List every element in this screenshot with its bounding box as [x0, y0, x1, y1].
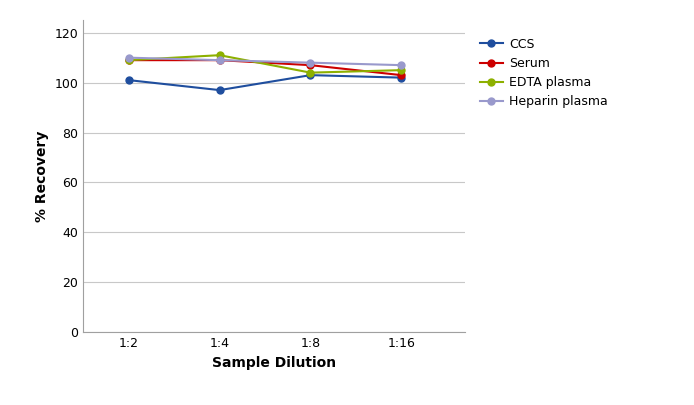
X-axis label: Sample Dilution: Sample Dilution — [212, 356, 336, 369]
EDTA plasma — [215, 53, 223, 58]
Line: Heparin plasma: Heparin plasma — [125, 54, 405, 68]
CCS — [397, 75, 405, 80]
Legend: CCS, Serum, EDTA plasma, Heparin plasma: CCS, Serum, EDTA plasma, Heparin plasma — [475, 33, 613, 113]
Line: CCS: CCS — [125, 72, 405, 94]
Serum — [124, 58, 133, 63]
EDTA plasma — [124, 58, 133, 63]
CCS — [306, 73, 314, 78]
Heparin plasma — [215, 58, 223, 63]
CCS — [124, 78, 133, 83]
Serum — [306, 63, 314, 68]
Serum — [397, 73, 405, 78]
EDTA plasma — [397, 68, 405, 72]
Y-axis label: % Recovery: % Recovery — [35, 130, 49, 222]
Heparin plasma — [397, 63, 405, 68]
Line: EDTA plasma: EDTA plasma — [125, 52, 405, 76]
Serum — [215, 58, 223, 63]
CCS — [215, 87, 223, 92]
Heparin plasma — [306, 60, 314, 65]
EDTA plasma — [306, 70, 314, 75]
Heparin plasma — [124, 55, 133, 60]
Line: Serum: Serum — [125, 57, 405, 79]
